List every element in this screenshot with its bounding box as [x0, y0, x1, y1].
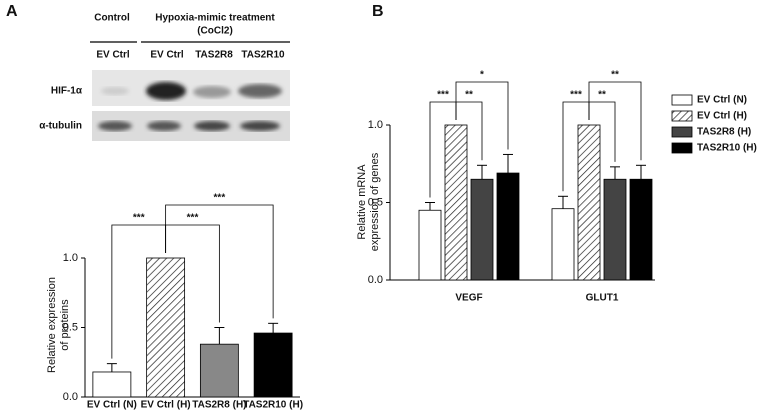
- legend-swatch: [671, 126, 693, 138]
- lane-label: EV Ctrl: [96, 50, 130, 61]
- lane-label: TAS2R10: [241, 50, 285, 61]
- x-tick-label: GLUT1: [586, 293, 619, 304]
- significance-label: ***: [570, 90, 582, 101]
- y-tick-label: 0.5: [63, 321, 78, 333]
- y-tick-label: 1.0: [368, 119, 383, 131]
- group-label: (CoCl2): [197, 26, 233, 37]
- bar: [253, 332, 293, 398]
- group-label: Hypoxia-mimic treatment: [155, 13, 275, 24]
- significance-bracket: [455, 81, 509, 150]
- y-tick-label: 0.0: [368, 274, 383, 286]
- y-axis-label: expression of genes: [369, 152, 381, 251]
- legend-label: EV Ctrl (H): [697, 111, 747, 122]
- x-tick-label: EV Ctrl (N): [87, 400, 137, 410]
- bar: [444, 124, 468, 281]
- bar: [199, 343, 239, 398]
- significance-label: ***: [437, 90, 449, 101]
- x-tick-label: TAS2R10 (H): [243, 400, 303, 410]
- row-label: HIF-1α: [51, 86, 83, 97]
- lane-label: EV Ctrl: [150, 50, 184, 61]
- bar: [629, 178, 653, 281]
- significance-label: **: [611, 70, 619, 81]
- legend-swatch: [671, 142, 693, 154]
- y-axis-label: of proteins: [59, 299, 71, 351]
- panel-label: B: [372, 3, 384, 20]
- lane-label: TAS2R8: [195, 50, 233, 61]
- x-tick-label: VEGF: [455, 293, 482, 304]
- legend-label: TAS2R10 (H): [697, 143, 757, 154]
- bar: [418, 209, 442, 281]
- bar: [577, 124, 601, 281]
- x-tick-label: EV Ctrl (H): [141, 400, 191, 410]
- bar: [470, 178, 494, 281]
- legend-label: TAS2R8 (H): [697, 127, 751, 138]
- row-label: α-tubulin: [39, 121, 82, 132]
- y-tick-label: 0.0: [63, 391, 78, 403]
- y-tick-label: 1.0: [63, 252, 78, 264]
- y-tick-label: 0.5: [368, 196, 383, 208]
- y-axis-label: Relative mRNA: [356, 164, 368, 240]
- bar: [146, 257, 186, 398]
- significance-label: *: [480, 70, 484, 81]
- bar: [603, 178, 627, 281]
- group-label: Control: [94, 13, 130, 24]
- significance-label: ***: [133, 213, 145, 224]
- y-axis-label: Relative expression: [46, 277, 58, 373]
- bar: [92, 371, 132, 398]
- bar: [551, 208, 575, 281]
- legend-label: EV Ctrl (N): [697, 95, 747, 106]
- blot-image: [92, 70, 290, 141]
- significance-bracket: [588, 81, 642, 161]
- significance-bracket: [165, 204, 274, 319]
- legend-swatch: [671, 94, 693, 106]
- panel-label: A: [6, 3, 18, 20]
- x-tick-label: TAS2R8 (H): [192, 400, 246, 410]
- significance-label: **: [598, 90, 606, 101]
- significance-label: ***: [214, 193, 226, 204]
- significance-label: ***: [187, 213, 199, 224]
- significance-label: **: [465, 90, 473, 101]
- legend-swatch: [671, 110, 693, 122]
- bar: [496, 172, 520, 281]
